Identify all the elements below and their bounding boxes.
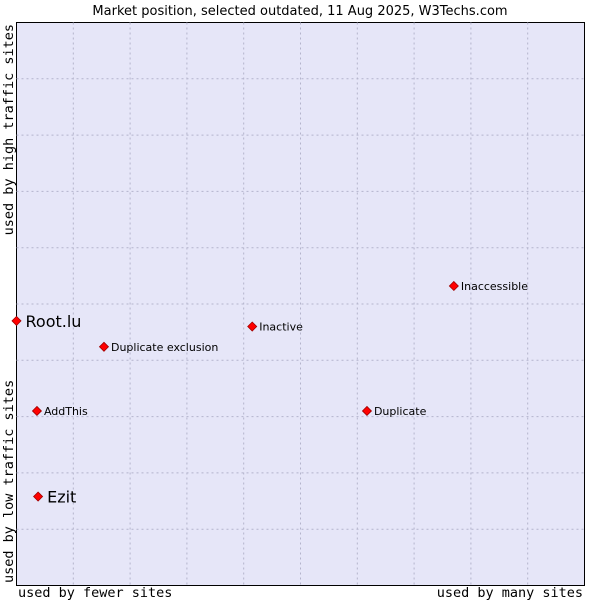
- point-label: Duplicate exclusion: [111, 341, 218, 354]
- x-axis-low-label: used by fewer sites: [18, 585, 172, 600]
- point-marker: [361, 405, 373, 417]
- point-label: Inactive: [259, 321, 303, 334]
- grid-lines: [16, 22, 585, 586]
- y-axis-high-label: used by high traffic sites: [1, 24, 17, 235]
- point-marker: [98, 341, 110, 352]
- point-marker: [448, 280, 459, 292]
- chart-title: Market position, selected outdated, 11 A…: [92, 4, 507, 19]
- point-marker: [11, 315, 22, 326]
- y-axis-low-label: used by low traffic sites: [1, 380, 17, 583]
- point-label: Ezit: [47, 488, 76, 507]
- data-points: Inaccessible Root.lu Inactive Duplicate exc…: [11, 280, 528, 507]
- point-label: Root.lu: [26, 312, 82, 331]
- point-marker: [31, 405, 43, 417]
- point-label: AddThis: [44, 405, 88, 418]
- point-marker: [33, 491, 44, 502]
- x-axis-high-label: used by many sites: [437, 585, 583, 600]
- point-label: Inaccessible: [461, 280, 528, 293]
- point-marker: [247, 321, 258, 332]
- point-label: Duplicate: [374, 405, 427, 418]
